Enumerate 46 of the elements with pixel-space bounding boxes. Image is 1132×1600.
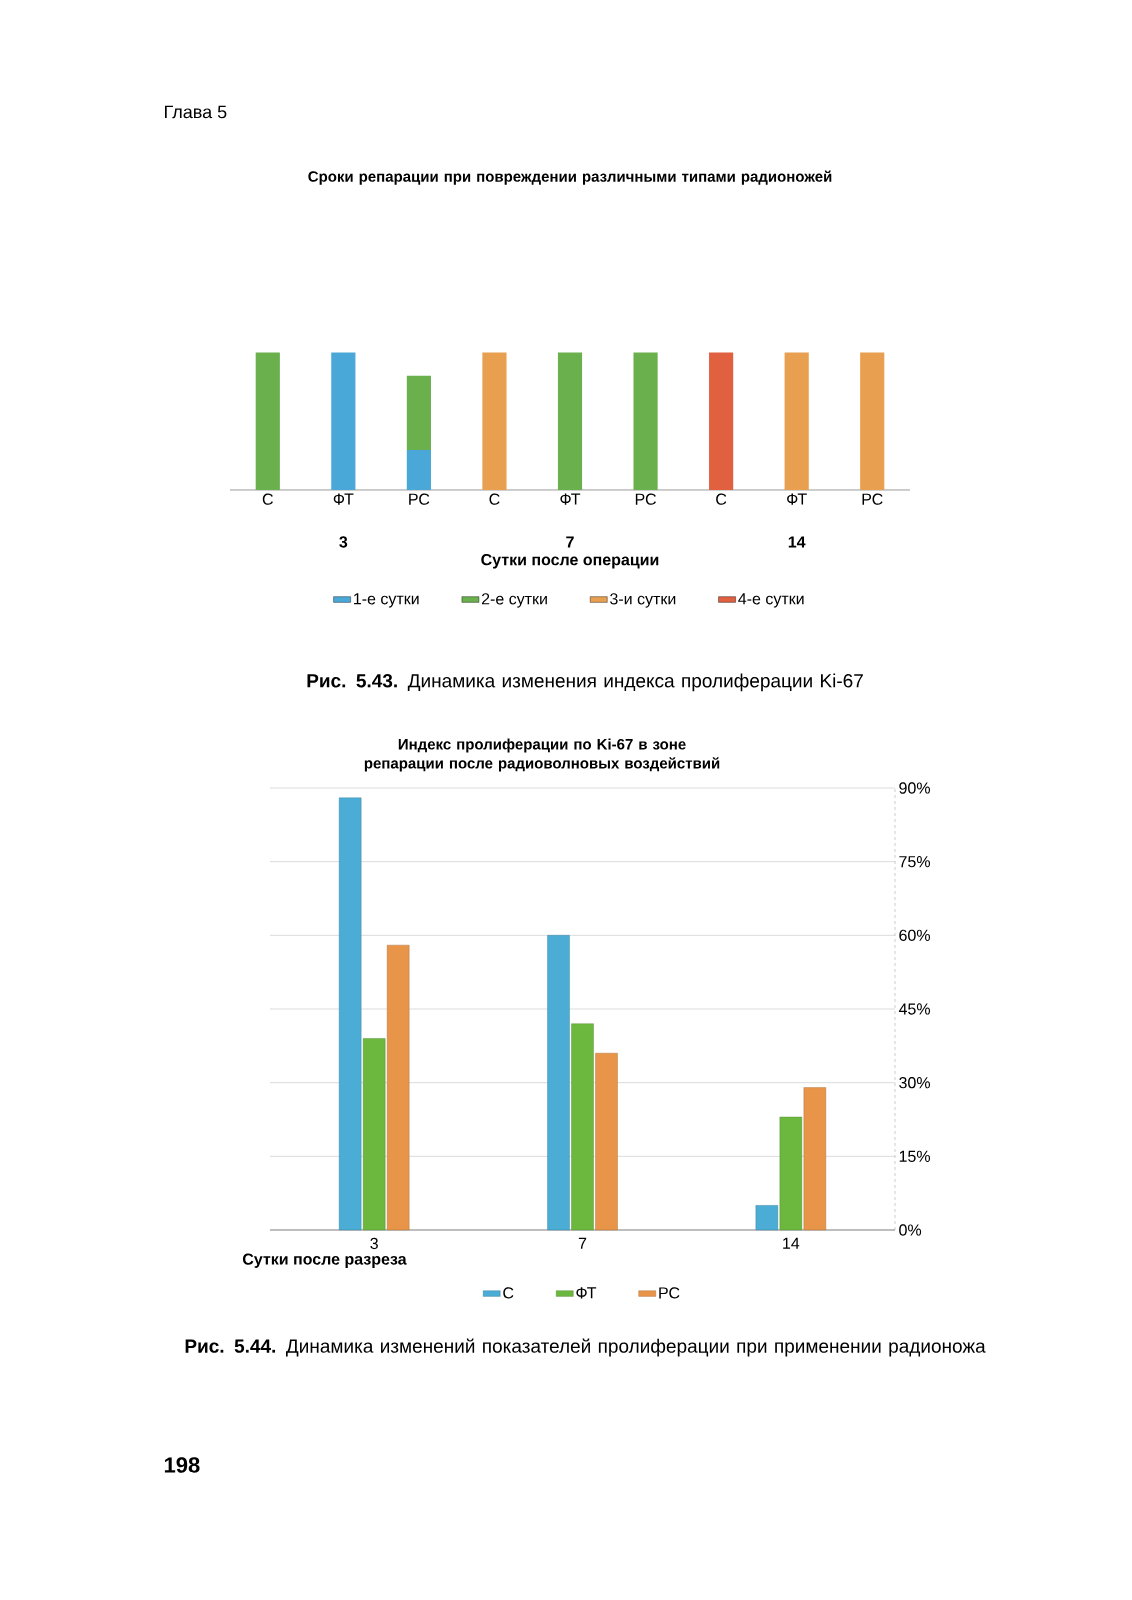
x-axis-title: Сутки после операции xyxy=(481,554,659,569)
bar xyxy=(338,797,362,1231)
chart-title: Сроки репарации при повреждении различными типами радионожей xyxy=(308,170,832,185)
y-tick-label: 90% xyxy=(899,782,930,794)
y-tick-label: 30% xyxy=(899,1077,930,1089)
x-axis-title: Сутки после разреза xyxy=(242,1253,407,1268)
text: 14 xyxy=(788,536,806,548)
x-tick-label: 14 xyxy=(783,1237,800,1249)
x-tick-label: ФТ xyxy=(560,493,581,505)
y-tick-label: 0% xyxy=(899,1224,922,1236)
x-tick-label: С xyxy=(716,493,727,505)
bar xyxy=(547,935,570,1231)
legend-label: С xyxy=(503,1287,514,1299)
y-tick-label: 45% xyxy=(898,1003,930,1015)
text: 198 xyxy=(164,1457,200,1473)
bar xyxy=(595,1052,618,1231)
bar xyxy=(755,1205,779,1231)
chart-title: Индекс пролиферации по Ki-67 в зоне репарации после радиоволновых воздействий xyxy=(364,738,720,772)
legend-label: 1-е сутки xyxy=(354,593,419,608)
legend-label: 3-и сутки xyxy=(610,593,676,608)
bar xyxy=(362,1038,386,1231)
legend-label: РС xyxy=(659,1287,680,1299)
text: 7 xyxy=(566,536,574,548)
y-tick-label: 75% xyxy=(899,856,930,868)
x-tick-label: ФТ xyxy=(333,493,354,505)
x-tick-label: 7 xyxy=(578,1237,587,1249)
y-tick-label: 15% xyxy=(899,1150,930,1162)
legend-label: 2-е сутки xyxy=(481,593,547,608)
x-tick-label: ФТ xyxy=(787,493,807,505)
text: Рис. 5.44. Динамика изменений показателей пролиферации при применении радионожа xyxy=(185,1338,986,1357)
text: Рис. 5.43. Динамика изменения индекса пролиферации Ki-67 xyxy=(307,673,863,692)
x-tick-label: 3 xyxy=(370,1237,378,1250)
bar xyxy=(803,1087,827,1231)
x-tick-label: С xyxy=(262,493,273,505)
bar xyxy=(386,944,410,1231)
bar xyxy=(779,1116,803,1231)
text: Глава 5 xyxy=(165,105,227,119)
x-tick-label: РС xyxy=(635,493,656,505)
text: 3 xyxy=(339,536,348,548)
y-tick-label: 60% xyxy=(899,929,930,941)
bar xyxy=(571,1023,594,1231)
x-tick-label: С xyxy=(489,493,500,505)
x-tick-label: РС xyxy=(409,493,430,505)
x-tick-label: РС xyxy=(862,493,883,505)
legend-label: ФТ xyxy=(576,1287,597,1299)
legend-label: 4-е сутки xyxy=(738,593,804,608)
